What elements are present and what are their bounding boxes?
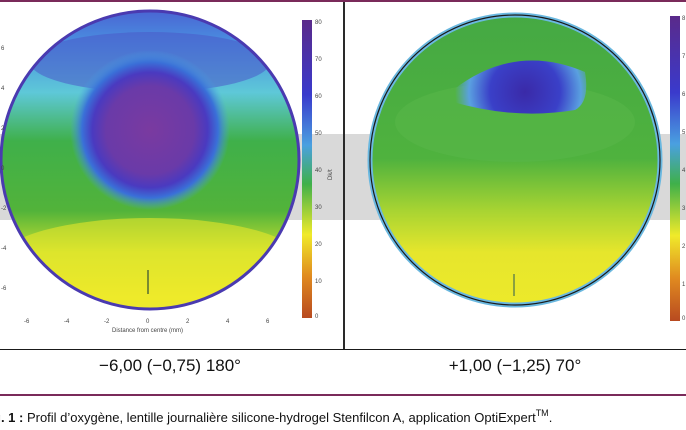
lens-edge bbox=[0, 9, 301, 311]
left-oxygen-map-panel: 6 4 2 0 -2 -4 -6 -6 -4 -2 0 2 4 6 Distan… bbox=[0, 2, 343, 350]
colorbar bbox=[670, 16, 680, 321]
lens-edge bbox=[369, 14, 661, 306]
figure-caption-text: Profil d’oxygène, lentille journalière s… bbox=[23, 410, 536, 425]
lens-heatmap bbox=[1, 11, 299, 309]
caption-row: −6,00 (−0,75) 180° +1,00 (−1,25) 70° bbox=[0, 350, 686, 392]
figure-caption: g. 1 : Profil d’oxygène, lentille journa… bbox=[0, 408, 553, 425]
figure-label: g. 1 : bbox=[0, 410, 24, 425]
y-tick: 0 bbox=[1, 166, 5, 172]
colorbar-tick: 5 bbox=[682, 130, 686, 136]
x-tick: -4 bbox=[64, 319, 70, 325]
colorbar-tick: 8 bbox=[682, 16, 686, 22]
y-tick: -2 bbox=[1, 206, 7, 212]
colorbar-tick: 30 bbox=[315, 205, 322, 211]
x-tick: 2 bbox=[186, 319, 190, 325]
colorbar-tick: 10 bbox=[315, 279, 322, 285]
colorbar-tick: 0 bbox=[682, 316, 686, 322]
top-accent-rule bbox=[0, 0, 686, 2]
y-tick: 2 bbox=[1, 126, 5, 132]
y-axis: 6 4 2 0 -2 -4 -6 bbox=[1, 46, 7, 292]
colorbar-tick: 70 bbox=[315, 57, 322, 63]
bottom-accent-rule bbox=[0, 394, 686, 396]
colorbar-tick: 40 bbox=[315, 168, 322, 174]
colorbar-tick: 0 bbox=[315, 314, 319, 320]
colorbar bbox=[302, 20, 312, 318]
x-tick: 4 bbox=[226, 319, 230, 325]
y-tick: 6 bbox=[1, 46, 5, 52]
x-tick: 6 bbox=[266, 319, 270, 325]
x-tick: -6 bbox=[24, 319, 30, 325]
right-oxygen-map-panel: 8 7 6 5 4 3 2 1 0 bbox=[345, 2, 686, 350]
left-oxygen-map: 6 4 2 0 -2 -4 -6 -6 -4 -2 0 2 4 6 Distan… bbox=[0, 9, 343, 334]
left-caption: −6,00 (−0,75) 180° bbox=[99, 356, 241, 375]
right-oxygen-map: 8 7 6 5 4 3 2 1 0 bbox=[345, 12, 686, 322]
colorbar-ticks: 80 70 60 50 40 30 20 10 0 bbox=[315, 20, 322, 320]
x-axis-label: Distance from centre (mm) bbox=[112, 328, 183, 334]
lens-heatmap bbox=[370, 15, 660, 305]
colorbar-tick: 1 bbox=[682, 282, 686, 288]
colorbar-tick: 6 bbox=[682, 92, 686, 98]
low-oxygen-zone bbox=[453, 60, 587, 114]
x-tick: 0 bbox=[146, 319, 150, 325]
colorbar-ticks: 8 7 6 5 4 3 2 1 0 bbox=[682, 16, 686, 322]
colorbar-tick: 60 bbox=[315, 94, 322, 100]
colorbar-tick: 20 bbox=[315, 242, 322, 248]
caption-rule bbox=[0, 349, 686, 350]
colorbar-tick: 80 bbox=[315, 20, 322, 26]
colorbar-tick: 50 bbox=[315, 131, 322, 137]
x-tick: -2 bbox=[104, 319, 110, 325]
colorbar-label: Dk/t bbox=[328, 169, 334, 180]
y-tick: -6 bbox=[1, 286, 7, 292]
right-caption: +1,00 (−1,25) 70° bbox=[448, 356, 582, 375]
colorbar-tick: 7 bbox=[682, 54, 686, 60]
figure-caption-end: . bbox=[548, 410, 553, 425]
trademark-mark: TM bbox=[535, 408, 549, 418]
x-axis: -6 -4 -2 0 2 4 6 Distance from centre (m… bbox=[24, 319, 270, 334]
y-tick: 4 bbox=[1, 86, 5, 92]
colorbar-tick: 3 bbox=[682, 206, 686, 212]
panel-divider bbox=[343, 2, 345, 350]
y-tick: -4 bbox=[1, 246, 7, 252]
colorbar-tick: 2 bbox=[682, 244, 686, 250]
colorbar-tick: 4 bbox=[682, 168, 686, 174]
